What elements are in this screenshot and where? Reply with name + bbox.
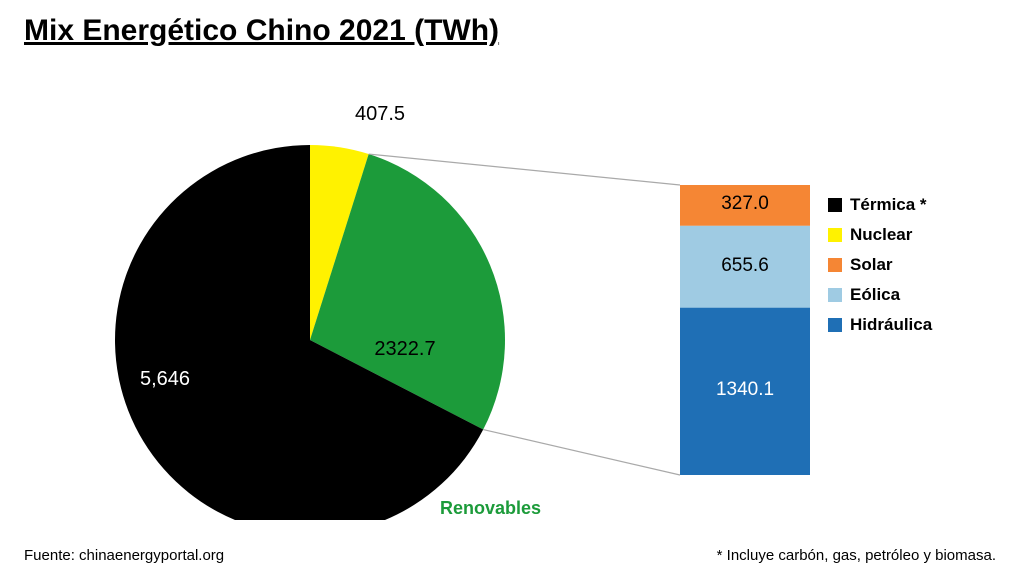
legend-label: Hidráulica [850,315,932,335]
legend-label: Solar [850,255,893,275]
legend-item: Eólica [828,285,932,305]
source-text: Fuente: chinaenergyportal.org [24,547,224,564]
legend-swatch [828,288,842,302]
chart-title: Mix Energético Chino 2021 (TWh) [24,14,499,48]
legend: Térmica * Nuclear Solar Eólica Hidráulica [828,195,932,345]
legend-swatch [828,228,842,242]
legend-swatch [828,258,842,272]
renewables-label: Renovables [440,498,541,519]
leader-line-bottom [483,430,680,475]
legend-label: Nuclear [850,225,912,245]
legend-swatch [828,198,842,212]
footnote-text: * Incluye carbón, gas, petróleo y biomas… [717,547,996,564]
pie-label-nuclear: 407.5 [330,103,430,126]
legend-item: Térmica * [828,195,932,215]
pie-label-renewables: 2322.7 [355,338,455,361]
legend-item: Nuclear [828,225,932,245]
legend-item: Solar [828,255,932,275]
legend-label: Térmica * [850,195,927,215]
legend-item: Hidráulica [828,315,932,335]
pie-label-thermal: 5,646 [115,368,215,391]
legend-swatch [828,318,842,332]
legend-label: Eólica [850,285,900,305]
bar-label-hydro: 1340.1 [680,379,810,401]
bar-label-wind: 655.6 [680,255,810,277]
bar-label-solar: 327.0 [680,193,810,215]
